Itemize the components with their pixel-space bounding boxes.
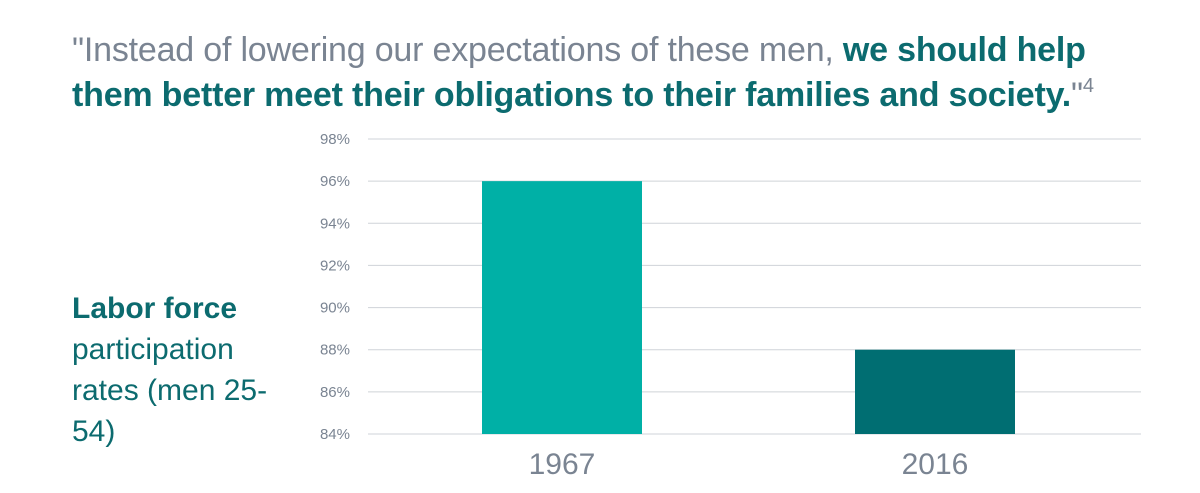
y-tick-label: 92% — [320, 257, 350, 274]
quote-open-mark: " — [72, 31, 84, 69]
y-axis-title-rest: participation rates (men 25-54) — [72, 333, 268, 448]
x-category-label: 2016 — [902, 448, 969, 481]
y-axis-title-bold: Labor force — [72, 292, 238, 325]
quote-text: "Instead of lowering our expectations of… — [72, 28, 1172, 118]
quote-close-mark: " — [1071, 76, 1083, 114]
y-tick-label: 94% — [320, 215, 350, 232]
y-axis-title: Labor force participation rates (men 25-… — [72, 288, 272, 452]
x-category-label: 1967 — [529, 448, 596, 481]
y-tick-label: 98% — [320, 131, 350, 148]
footnote-marker: 4 — [1082, 75, 1094, 97]
quote-plain-text: Instead of lowering our expectations of … — [83, 31, 843, 69]
y-tick-label: 84% — [320, 426, 350, 443]
y-tick-label: 96% — [320, 173, 350, 190]
y-tick-label: 88% — [320, 342, 350, 359]
bar-1967 — [482, 181, 642, 434]
quote-emphasis-text: we should help them better meet their ob… — [72, 31, 1086, 114]
y-tick-label: 86% — [320, 384, 350, 401]
bar-2016 — [855, 349, 1015, 434]
y-tick-label: 90% — [320, 300, 350, 317]
